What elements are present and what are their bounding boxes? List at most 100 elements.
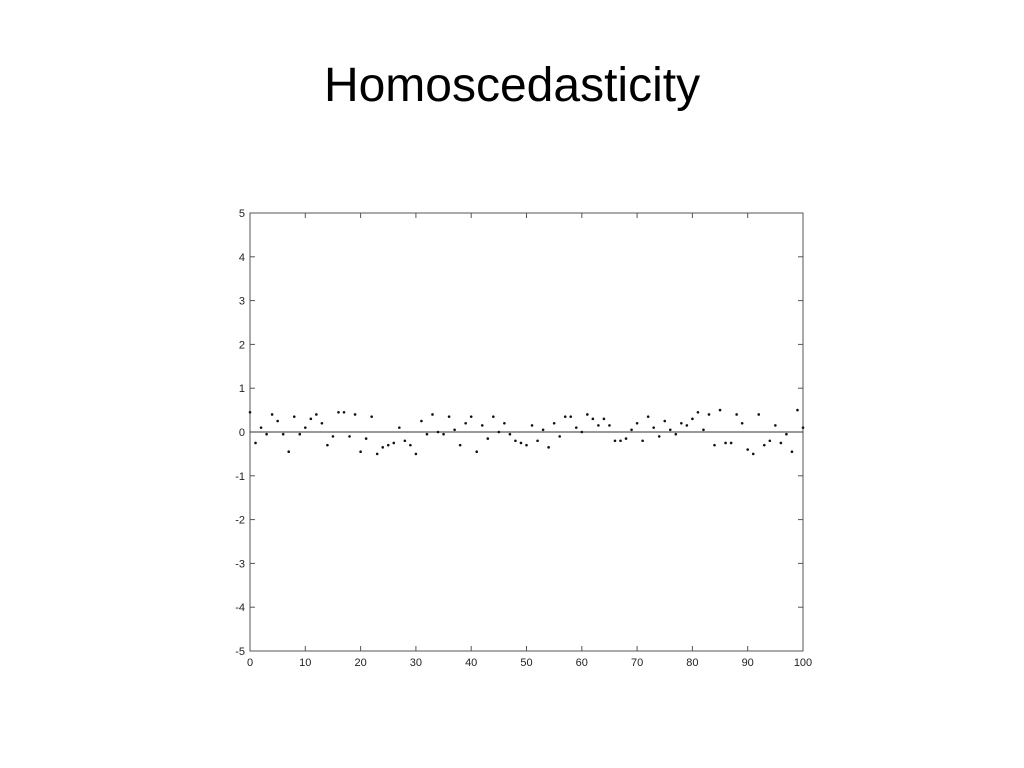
data-point <box>486 437 490 440</box>
data-point <box>724 441 727 445</box>
data-point <box>370 415 373 418</box>
data-point <box>641 439 644 443</box>
data-point <box>630 428 633 432</box>
data-point <box>796 408 799 412</box>
data-point <box>425 432 429 436</box>
data-point <box>779 441 783 445</box>
data-point <box>774 424 777 427</box>
y-tick-label: 1 <box>239 383 245 395</box>
data-point <box>353 413 357 416</box>
data-point <box>270 413 274 416</box>
y-tick-label: 4 <box>239 252 245 264</box>
data-point <box>751 452 755 456</box>
x-tick-label: 30 <box>410 657 422 669</box>
data-point <box>718 408 722 412</box>
data-point <box>298 432 302 436</box>
y-tick-label: 2 <box>239 339 245 351</box>
y-tick-label: -1 <box>235 471 245 483</box>
data-point <box>348 435 351 438</box>
data-point <box>315 413 318 416</box>
data-point <box>624 437 628 440</box>
data-point <box>558 435 561 438</box>
x-tick-label: 90 <box>742 657 754 669</box>
data-point <box>586 413 589 416</box>
data-point <box>685 424 689 427</box>
x-tick-label: 40 <box>465 657 477 669</box>
data-point <box>707 413 711 416</box>
data-point <box>646 415 650 418</box>
data-point <box>696 410 700 414</box>
data-point <box>281 432 285 436</box>
data-point <box>613 439 617 443</box>
data-point <box>420 419 423 423</box>
data-point <box>447 415 451 418</box>
data-point <box>326 443 329 447</box>
y-tick-label: -4 <box>235 602 245 614</box>
data-point <box>503 421 506 425</box>
data-point <box>442 432 445 436</box>
data-point <box>254 441 257 445</box>
data-point <box>453 428 456 432</box>
data-point <box>674 432 678 436</box>
data-point <box>619 439 622 443</box>
data-point <box>259 426 263 429</box>
data-point <box>547 446 550 449</box>
data-point <box>331 435 335 438</box>
data-point <box>320 421 324 425</box>
data-point <box>608 424 611 427</box>
data-point <box>574 426 578 429</box>
data-point <box>597 424 600 427</box>
data-point <box>359 450 362 454</box>
data-point <box>475 450 479 454</box>
data-point <box>265 432 268 436</box>
y-tick-label: -5 <box>235 646 245 658</box>
data-point <box>409 443 412 447</box>
data-point <box>480 424 484 427</box>
data-point <box>375 452 379 456</box>
x-tick-label: 70 <box>631 657 643 669</box>
x-tick-label: 50 <box>520 657 532 669</box>
x-tick-label: 80 <box>686 657 698 669</box>
data-point <box>635 421 639 425</box>
data-point <box>652 426 655 429</box>
data-point <box>762 443 766 447</box>
data-point <box>381 446 385 449</box>
data-point <box>580 430 584 434</box>
data-point <box>801 426 805 429</box>
data-point <box>464 421 467 425</box>
data-point <box>337 410 340 414</box>
data-point <box>757 413 761 416</box>
data-point <box>541 428 545 432</box>
y-tick-label: 0 <box>239 427 245 439</box>
data-point <box>691 417 694 421</box>
data-point <box>392 441 396 445</box>
data-point <box>514 439 517 443</box>
slide-title: Homoscedasticity <box>323 59 701 112</box>
data-point <box>414 452 418 456</box>
data-point <box>276 419 279 423</box>
data-point <box>668 428 672 432</box>
data-point <box>492 415 495 418</box>
data-point <box>497 430 501 434</box>
data-point <box>768 439 772 443</box>
data-point <box>740 421 744 425</box>
data-point <box>530 424 534 427</box>
data-point <box>729 441 733 445</box>
data-point <box>458 443 462 447</box>
x-tick-label: 10 <box>299 657 311 669</box>
data-point <box>746 448 749 451</box>
data-point <box>563 415 567 418</box>
y-tick-label: 3 <box>239 296 245 308</box>
data-point <box>508 432 512 436</box>
y-tick-label: -2 <box>235 515 245 527</box>
data-point <box>386 443 390 447</box>
data-point <box>431 413 434 416</box>
x-tick-label: 60 <box>576 657 588 669</box>
data-point <box>552 421 556 425</box>
data-point <box>702 428 705 432</box>
data-point <box>469 415 473 418</box>
data-point <box>591 417 595 421</box>
data-point <box>304 426 307 429</box>
data-point <box>790 450 794 454</box>
